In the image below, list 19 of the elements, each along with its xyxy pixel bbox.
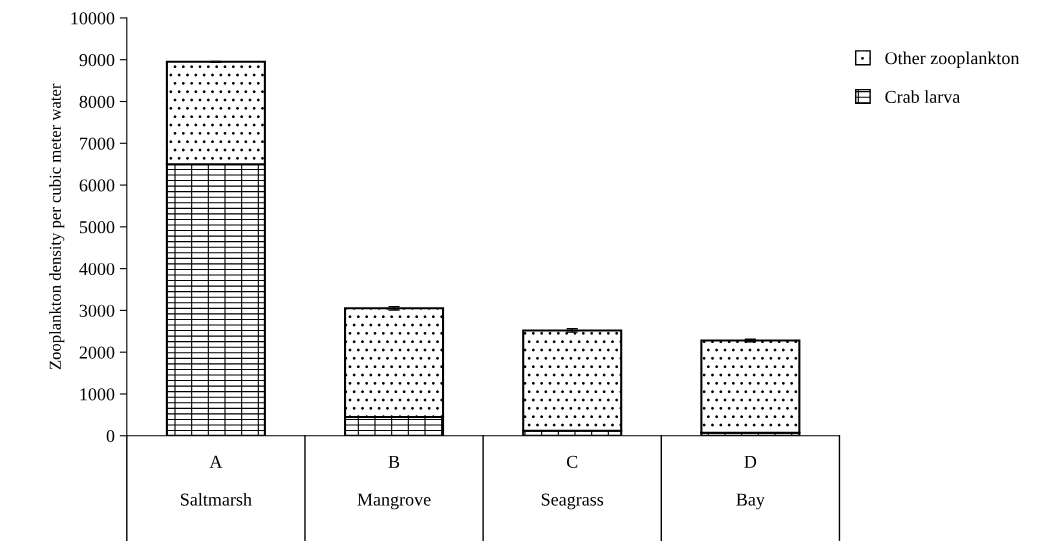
- category-label: C Seagrass: [541, 455, 604, 510]
- legend-label: Other zooplankton: [885, 51, 1020, 68]
- y-tick-label: 7000: [80, 137, 115, 150]
- category-label: D Bay: [736, 455, 765, 510]
- bar: [522, 329, 623, 432]
- category-label: B Mangrove: [357, 455, 431, 510]
- y-tick-label: 4000: [79, 262, 115, 276]
- y-tick-label: 9000: [79, 53, 115, 67]
- y-tick-label: 5000: [79, 221, 115, 234]
- y-tick-label: 0: [106, 430, 115, 443]
- y-tick-label: 10000: [71, 12, 115, 25]
- y-tick-label: 6000: [79, 179, 115, 192]
- y-tick-label: 1000: [80, 388, 115, 401]
- y-axis-title: Zooplankton density per cubic meter water: [49, 83, 65, 370]
- y-tick-label: 2000: [79, 346, 115, 359]
- y-tick-label: 3000: [79, 304, 115, 317]
- category-label: A Saltmarsh: [180, 455, 252, 506]
- y-tick-label: 8000: [79, 95, 115, 108]
- legend-label: Crab larva: [885, 90, 961, 103]
